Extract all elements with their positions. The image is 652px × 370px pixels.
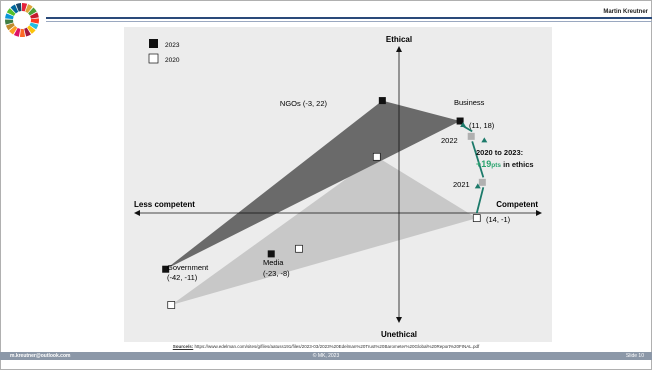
header-rule	[46, 17, 652, 19]
x-axis-arrow-right	[536, 210, 542, 216]
source-url[interactable]: https://www.edelman.com/sites/g/files/aa…	[193, 344, 480, 349]
triangle-2020	[171, 156, 477, 305]
label-media: Media	[263, 258, 284, 267]
logo-segment	[24, 27, 31, 37]
trajectory-arrowhead-1	[474, 183, 481, 189]
legend: 2023 2020	[148, 39, 180, 64]
marker-2020-ngos	[372, 152, 381, 161]
trust-quadrant-chart: Ethical Unethical Less competent Compete…	[124, 27, 552, 342]
label-media-coord: (-23, -8)	[263, 269, 290, 278]
logo-segment	[5, 22, 15, 31]
logo-segment	[10, 4, 19, 14]
logo-segment	[6, 8, 16, 16]
logo-segment	[15, 3, 22, 12]
annotation-gain-number: +19	[476, 159, 491, 169]
source-citation: Source/s: https://www.edelman.com/sites/…	[0, 344, 652, 349]
marker-2020-government	[167, 301, 176, 309]
footer-bar: m.kreutner@outlook.com © MK, 2023 Slide …	[0, 352, 652, 360]
y-axis-arrow-top	[396, 46, 402, 52]
axis-label-unethical: Unethical	[381, 330, 417, 339]
x-axis-arrow-left	[134, 210, 140, 216]
source-prefix: Source/s:	[172, 344, 194, 349]
label-government-coord: (-42, -11)	[167, 273, 198, 282]
logo-segment	[9, 25, 18, 35]
marker-business-2021	[478, 178, 486, 186]
label-business-coord: (11, 18)	[469, 121, 495, 130]
trajectory-arrowhead-3	[460, 122, 467, 128]
axis-label-competent: Competent	[496, 200, 538, 209]
axis-label-ethical: Ethical	[386, 35, 412, 44]
logo-segment	[27, 25, 36, 34]
annotation-period: 2020 to 2023:	[476, 148, 523, 157]
footer-email[interactable]: m.kreutner@outlook.com	[10, 353, 71, 359]
logo-segment	[30, 18, 40, 24]
label-2021: 2021	[453, 180, 470, 189]
marker-2023-government	[162, 265, 170, 273]
sdg-wheel-logo	[5, 3, 40, 38]
triangle-2023	[165, 100, 461, 270]
label-government: Government	[167, 263, 209, 272]
logo-segment	[29, 22, 39, 30]
marker-2023-media	[267, 250, 275, 258]
author-name: Martin Kreutner	[603, 9, 648, 15]
logo-segment	[5, 19, 14, 25]
marker-2020-business	[472, 214, 481, 222]
legend-label-2020: 2020	[165, 57, 180, 64]
logo-segment	[22, 3, 28, 12]
logo-segment	[28, 7, 37, 16]
logo-segment	[25, 4, 33, 14]
annotation-gain-unit: pts	[491, 162, 501, 169]
label-business: Business	[454, 98, 485, 107]
label-2022: 2022	[441, 136, 458, 145]
footer-copyright: © MK, 2023	[312, 353, 340, 359]
marker-2020-media	[295, 244, 303, 253]
label-business-2020-coord: (14, -1)	[486, 215, 511, 224]
y-axis-arrow-bottom	[396, 317, 402, 323]
legend-marker-2020	[148, 53, 159, 64]
header-rule-thin	[46, 21, 652, 22]
logo-segment	[5, 13, 14, 20]
annotation-gain-rest: in ethics	[501, 160, 534, 169]
annotation-gain: +19pts in ethics	[476, 159, 534, 169]
legend-label-2023: 2023	[165, 42, 180, 49]
logo-segment	[30, 12, 39, 19]
logo-segment	[13, 27, 21, 37]
footer-slide-number: Slide 10	[625, 353, 644, 359]
marker-2023-business	[456, 117, 464, 125]
marker-2023-ngos	[378, 97, 386, 105]
marker-business-2022	[467, 132, 475, 140]
legend-marker-2023	[149, 39, 158, 48]
label-ngos: NGOs (-3, 22)	[280, 99, 328, 108]
logo-segment	[19, 28, 26, 38]
trajectory-arrowhead-2	[481, 137, 488, 143]
axis-label-less-competent: Less competent	[134, 200, 195, 209]
